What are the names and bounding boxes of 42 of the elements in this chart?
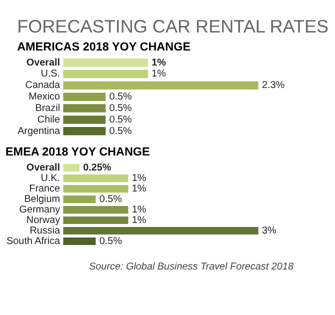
bar [63,216,128,224]
data-label: 1% [132,173,146,184]
bar [63,226,258,235]
chart-title: EMEA 2018 YOY CHANGE [5,146,150,159]
y-tick-label: Brazil [35,102,60,114]
y-tick-label: Norway [26,214,60,226]
y-tick-label: Argentina [18,126,61,137]
data-label: 0.5% [99,194,122,206]
y-tick-label: Canada [25,80,61,92]
data-label: 0.5% [99,236,122,247]
data-label: 3% [262,225,276,236]
y-tick-label: U.S. [40,68,60,80]
chart-subtitle: AMERICAS 2018 YOY CHANGE [17,40,191,54]
y-tick-label: Overall [26,162,60,174]
data-label: 2.3% [262,80,285,92]
data-label: 0.5% [109,126,132,137]
bar [63,237,96,246]
bar [63,196,96,204]
data-label: 0.5% [109,102,132,114]
y-tick-label: South Africa [6,236,61,247]
data-label: 0.5% [109,92,132,103]
y-tick-label: U.K. [40,173,60,184]
y-tick-label: Belgium [24,194,60,206]
data-label: 1% [152,57,166,68]
data-label: 0.25% [83,162,112,174]
data-label: 1% [152,68,166,80]
y-tick-label: Germany [19,204,60,216]
y-tick-label: France [29,184,61,195]
data-label: 1% [132,184,146,195]
source-note: Source: Global Business Travel Forecast 2018 [89,262,294,273]
y-tick-label: Mexico [28,92,61,103]
data-label: 0.5% [109,114,132,126]
y-tick-label: Chile [37,114,61,126]
chart-title: FORECASTING CAR RENTAL RATES [17,16,329,36]
bar [63,185,128,193]
bar [63,174,128,182]
y-tick-label: Overall [26,57,60,68]
y-tick-label: Russia [30,225,61,236]
bar [63,206,128,214]
data-label: 1% [132,204,146,216]
data-label: 1% [132,214,146,226]
bar [63,164,80,172]
